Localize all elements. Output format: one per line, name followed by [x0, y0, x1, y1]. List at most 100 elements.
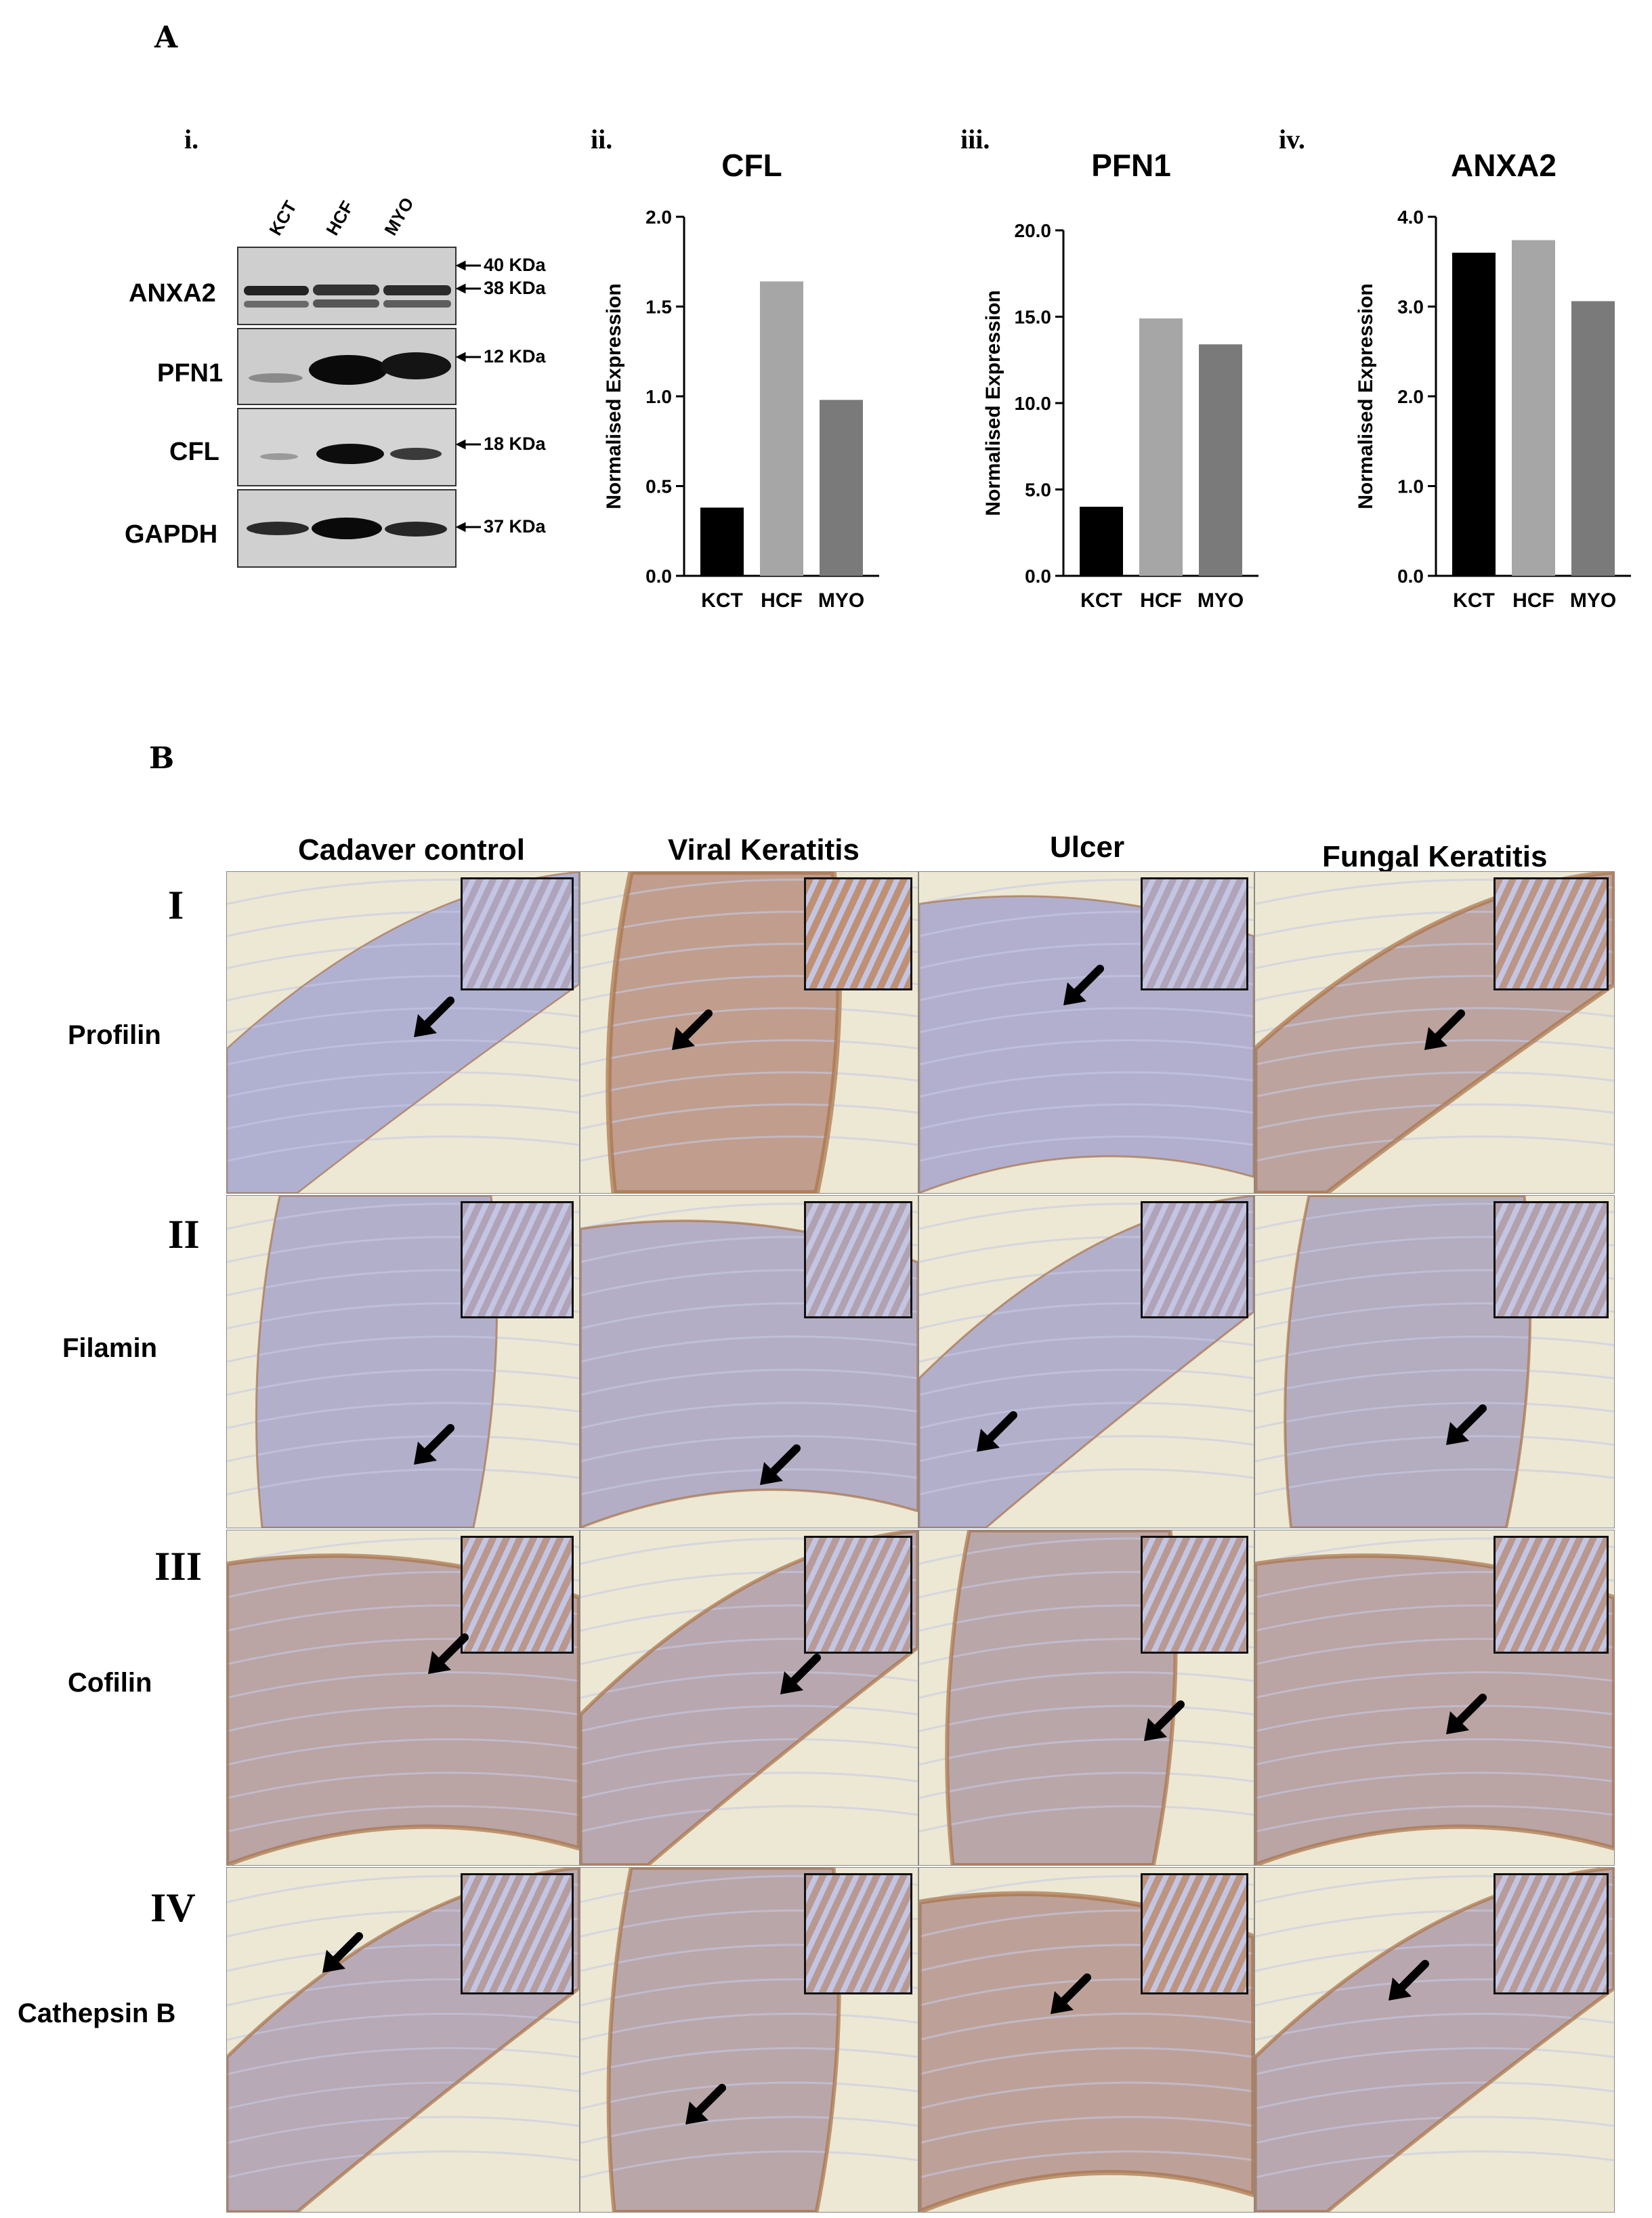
- ihc-tile-profilin-viral-keratitis: [580, 871, 918, 1194]
- magnified-inset: [1494, 1873, 1609, 1994]
- arrow-icon: [1424, 1009, 1465, 1050]
- ihc-tile-cofilin-ulcer: [918, 1530, 1254, 1866]
- y-tick-label: 1.5: [645, 297, 672, 318]
- arrow-icon: [1446, 1694, 1487, 1734]
- row-label-cofilin: Cofilin: [68, 1668, 152, 1698]
- x-tick-label: HCF: [761, 589, 803, 612]
- y-axis-label: Normalised Expression: [1355, 283, 1377, 509]
- ihc-tile-cathepsin-b-cadaver-control: [226, 1867, 580, 2213]
- magnified-inset: [1494, 1201, 1609, 1318]
- x-tick-label: KCT: [1453, 589, 1495, 612]
- y-tick-label: 1.0: [645, 386, 672, 407]
- ihc-tile-filamin-cadaver-control: [226, 1195, 580, 1528]
- x-tick-label: MYO: [818, 589, 864, 612]
- row-number-iv: IV: [150, 1885, 196, 1930]
- arrow-icon: [672, 1009, 713, 1050]
- magnified-inset: [461, 877, 574, 990]
- protein-label-cfl: CFL: [169, 438, 219, 466]
- arrow-icon: [414, 1424, 454, 1465]
- row-label-cathepsin-b: Cathepsin B: [18, 1999, 176, 2028]
- y-tick-label: 3.0: [1397, 297, 1424, 318]
- y-tick-label: 5.0: [1025, 480, 1051, 501]
- ihc-tile-profilin-fungal-keratitis: [1254, 871, 1615, 1194]
- ihc-tile-cofilin-viral-keratitis: [580, 1530, 918, 1866]
- y-tick-label: 0.0: [645, 566, 672, 587]
- magnified-inset: [1141, 1201, 1248, 1318]
- chart-title: ANXA2: [1451, 148, 1556, 183]
- chart-title: PFN1: [1091, 148, 1171, 183]
- magnified-inset: [461, 1201, 574, 1318]
- row-number-iii: III: [154, 1544, 203, 1589]
- y-tick-label: 0.0: [1025, 566, 1051, 587]
- blot-bands-pfn1: [238, 329, 455, 404]
- arrow-icon: [322, 1932, 363, 1973]
- x-tick-label: KCT: [701, 589, 743, 612]
- y-tick-label: 2.0: [645, 207, 672, 228]
- y-axis-label: Normalised Expression: [603, 283, 625, 509]
- chart-pfn1: PFN1 Normalised Expression 0.0 5.0 10.0 15.0 2…: [982, 148, 1258, 612]
- bar-kct: [1080, 507, 1123, 576]
- y-axis-label: Normalised Expression: [982, 290, 1004, 516]
- column-header-cadaver-control: Cadaver control: [298, 833, 525, 866]
- sublabel-iii: iii.: [960, 124, 990, 154]
- panel-a-letter: A: [154, 20, 178, 55]
- ihc-tile-profilin-ulcer: [918, 871, 1254, 1194]
- magnified-inset: [1141, 1536, 1248, 1654]
- column-header-fungal-keratitis: Fungal Keratitis: [1322, 840, 1548, 873]
- sublabel-i: i.: [184, 124, 199, 154]
- ihc-tile-cathepsin-b-fungal-keratitis: [1254, 1867, 1615, 2213]
- bar-kct: [700, 507, 744, 576]
- y-tick-label: 0.0: [1397, 566, 1424, 587]
- row-label-filamin: Filamin: [62, 1333, 158, 1363]
- y-tick-label: 1.0: [1397, 476, 1424, 497]
- x-tick-label: MYO: [1570, 589, 1616, 612]
- bar-hcf: [760, 281, 803, 576]
- bar-kct: [1452, 253, 1496, 576]
- chart-cfl: CFL Normalised Expression 0.0 0.5 1.0 1.5 2.0 K…: [603, 148, 879, 612]
- arrow-icon: [1063, 965, 1104, 1005]
- chart-title: CFL: [721, 148, 782, 183]
- column-header-viral-keratitis: Viral Keratitis: [668, 833, 860, 866]
- y-tick-label: 2.0: [1397, 386, 1424, 407]
- row-label-profilin: Profilin: [68, 1020, 161, 1050]
- arrow-icon: [780, 1654, 821, 1694]
- magnified-inset: [804, 1201, 912, 1318]
- magnified-inset: [461, 1873, 574, 1994]
- arrow-icon: [685, 2084, 726, 2125]
- kda-12: 12 KDa: [484, 346, 546, 367]
- arrow-icon: [977, 1411, 1017, 1452]
- bar-myo: [1199, 344, 1242, 576]
- bar-hcf: [1139, 318, 1183, 576]
- arrow-icon: [1446, 1404, 1487, 1445]
- magnified-inset: [1141, 877, 1248, 990]
- kda-18: 18 KDa: [484, 434, 546, 454]
- magnified-inset: [804, 1873, 912, 1994]
- lane-label-kct: KCT: [265, 197, 301, 239]
- bar-myo: [1571, 301, 1615, 576]
- tissue-section: [1255, 1530, 1614, 1865]
- chart-anxa2: ANXA2 Normalised Expression 0.0 1.0 2.0 3.0 4.…: [1355, 148, 1631, 612]
- blot-bands-cfl: [238, 409, 455, 485]
- magnified-inset: [1494, 1536, 1609, 1654]
- blot-strip-gapdh: [237, 489, 457, 568]
- tissue-section: [580, 1868, 918, 2212]
- x-tick-label: HCF: [1512, 589, 1554, 612]
- y-tick-label: 20.0: [1015, 220, 1052, 241]
- kda-40: 40 KDa: [484, 255, 546, 275]
- y-tick-label: 4.0: [1397, 207, 1424, 228]
- arrow-icon: [428, 1633, 469, 1674]
- arrow-icon: [414, 997, 454, 1037]
- blot-bands-anxa2: [238, 248, 455, 324]
- magnified-inset: [804, 877, 912, 990]
- arrow-icon: [1144, 1700, 1185, 1741]
- ihc-tile-cofilin-fungal-keratitis: [1254, 1530, 1615, 1866]
- tissue-section: [1255, 1196, 1614, 1528]
- protein-label-pfn1: PFN1: [157, 359, 224, 388]
- blot-strip-cfl: [237, 408, 457, 486]
- kda-arrows: [455, 260, 481, 532]
- protein-label-gapdh: GAPDH: [125, 520, 218, 549]
- blot-strip-anxa2: [237, 247, 457, 325]
- column-header-ulcer: Ulcer: [1050, 831, 1125, 864]
- kda-38: 38 KDa: [484, 278, 546, 298]
- panel-b-letter: B: [149, 741, 175, 776]
